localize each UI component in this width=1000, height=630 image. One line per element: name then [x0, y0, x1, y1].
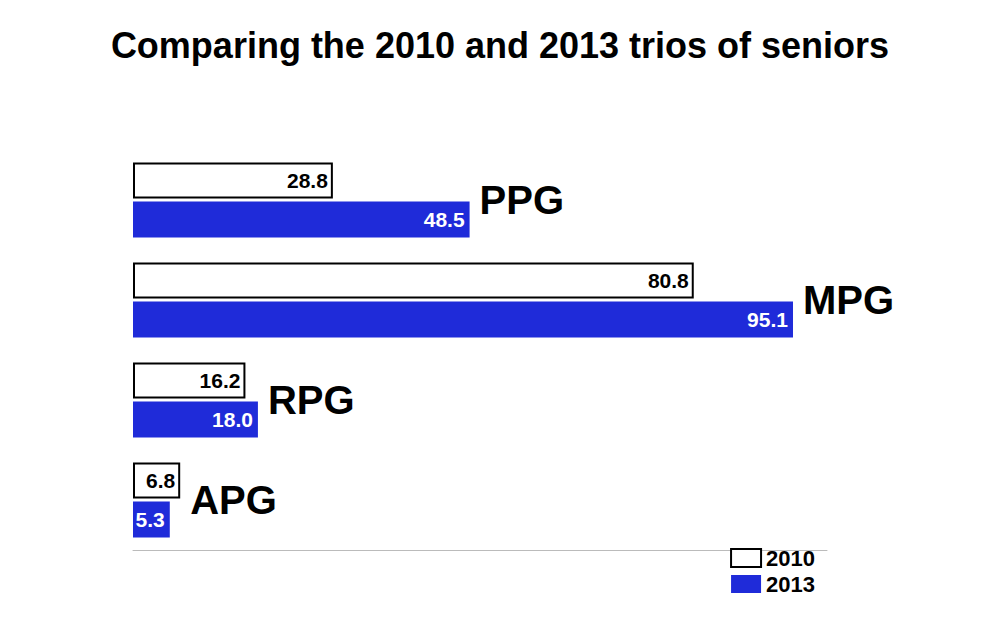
svg-text:48.5: 48.5 [424, 208, 465, 231]
svg-text:80.8: 80.8 [648, 269, 689, 292]
svg-text:6.8: 6.8 [146, 469, 176, 492]
svg-text:MPG: MPG [803, 278, 894, 322]
svg-text:28.8: 28.8 [287, 169, 328, 192]
svg-text:16.2: 16.2 [200, 369, 241, 392]
svg-text:5.3: 5.3 [136, 508, 165, 531]
svg-text:PPG: PPG [480, 178, 564, 222]
svg-text:RPG: RPG [268, 378, 355, 422]
svg-text:Comparing the 2010 and 2013 tr: Comparing the 2010 and 2013 trios of sen… [111, 25, 889, 66]
svg-text:18.0: 18.0 [212, 408, 253, 431]
svg-text:APG: APG [190, 478, 277, 522]
svg-text:95.1: 95.1 [747, 308, 788, 331]
svg-text:2010: 2010 [766, 546, 815, 571]
svg-text:2013: 2013 [766, 572, 815, 597]
